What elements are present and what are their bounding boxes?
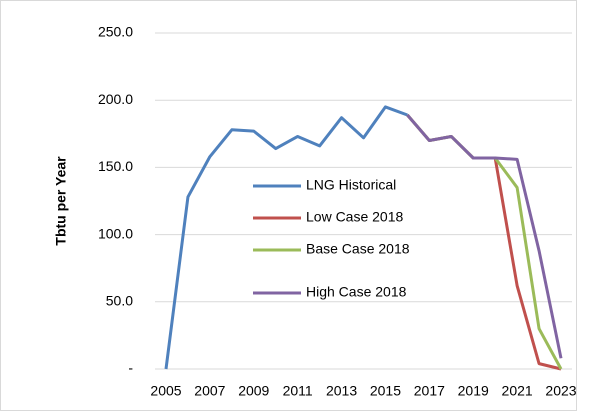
y-tick-label: 200.0 [98,91,133,107]
x-tick-label: 2021 [502,383,533,399]
x-tick-label: 2011 [283,383,313,399]
x-tick-label: 2015 [370,383,401,399]
series-line [164,105,408,370]
legend-label: High Case 2018 [306,284,407,300]
series-line [406,114,563,359]
y-tick-label: - [128,360,133,376]
y-tick-label: 50.0 [106,293,133,309]
legend-label: LNG Historical [306,177,396,193]
x-tick-label: 2007 [194,383,225,399]
x-tick-label: 2019 [458,383,489,399]
x-tick-label: 2013 [326,383,357,399]
legend-label: Low Case 2018 [306,209,404,225]
y-tick-label: 150.0 [98,158,133,174]
x-tick-label: 2009 [238,383,269,399]
x-tick-label: 2023 [545,383,576,399]
y-tick-label: 100.0 [98,225,133,241]
y-axis-label: Tbtu per Year [53,156,69,246]
legend-label: Base Case 2018 [306,241,410,257]
y-tick-label: 250.0 [98,24,133,40]
x-tick-label: 2005 [150,383,181,399]
chart-frame [0,0,577,411]
x-tick-label: 2017 [414,383,445,399]
